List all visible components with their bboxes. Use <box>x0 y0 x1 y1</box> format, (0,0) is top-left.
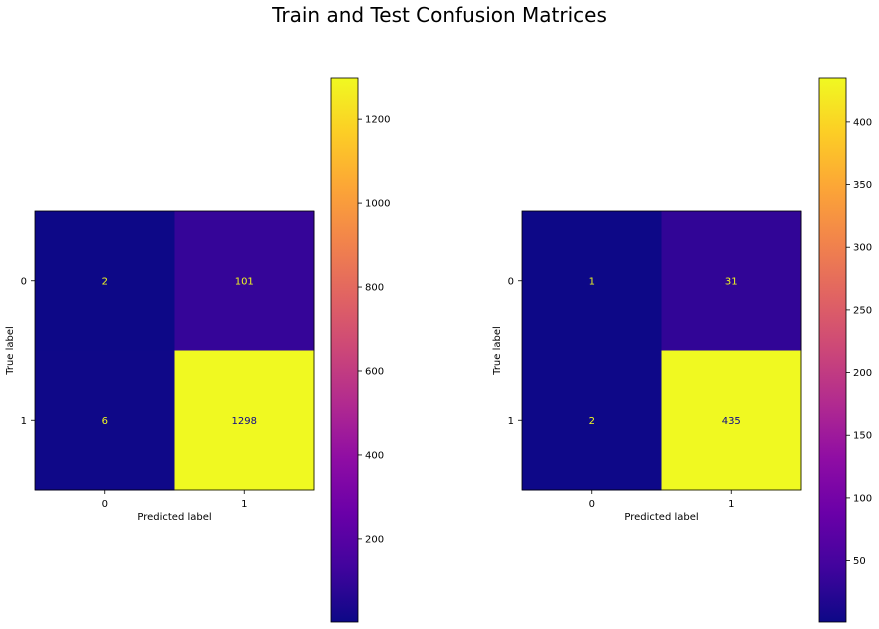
y-axis-label: True label <box>492 326 503 376</box>
y-tick-label: 1 <box>508 416 514 427</box>
cell-value-label: 2 <box>589 416 595 427</box>
cell-value-label: 101 <box>235 276 254 287</box>
x-axis-label: Predicted label <box>624 512 698 523</box>
colorbar-tick-label: 50 <box>853 556 866 567</box>
y-tick-label: 1 <box>21 416 27 427</box>
colorbar-tick-label: 1200 <box>365 115 390 126</box>
test-confusion-matrix: 1 31 2 435 0 1 0 1 Predicted label True label 50 10… <box>492 78 872 622</box>
cell-value-label: 1298 <box>232 416 257 427</box>
x-tick-label: 1 <box>728 499 734 510</box>
colorbar-tick-label: 800 <box>365 283 384 294</box>
y-axis-label: True label <box>5 326 16 376</box>
x-tick-label: 0 <box>102 499 108 510</box>
cell-value-label: 6 <box>102 416 108 427</box>
colorbar-tick-label: 350 <box>853 180 872 191</box>
figure-title: Train and Test Confusion Matrices <box>271 3 607 27</box>
colorbar-tick-label: 400 <box>365 450 384 461</box>
cell-value-label: 435 <box>722 416 741 427</box>
cell-value-label: 31 <box>725 276 738 287</box>
colorbar-tick-label: 1000 <box>365 199 390 210</box>
colorbar-tick-label: 200 <box>365 534 384 545</box>
cell-value-label: 2 <box>102 276 108 287</box>
colorbar-tick-label: 250 <box>853 305 872 316</box>
y-tick-label: 0 <box>508 276 514 287</box>
colorbar-tick-label: 300 <box>853 243 872 254</box>
y-tick-label: 0 <box>21 276 27 287</box>
colorbar-tick-label: 400 <box>853 117 872 128</box>
cell-value-label: 1 <box>589 276 595 287</box>
colorbar <box>819 78 846 622</box>
x-tick-label: 0 <box>589 499 595 510</box>
colorbar-tick-label: 150 <box>853 431 872 442</box>
x-axis-label: Predicted label <box>137 512 211 523</box>
colorbar <box>331 78 358 622</box>
x-tick-label: 1 <box>241 499 247 510</box>
colorbar-tick-label: 100 <box>853 493 872 504</box>
colorbar-tick-label: 600 <box>365 366 384 377</box>
colorbar-tick-label: 200 <box>853 368 872 379</box>
